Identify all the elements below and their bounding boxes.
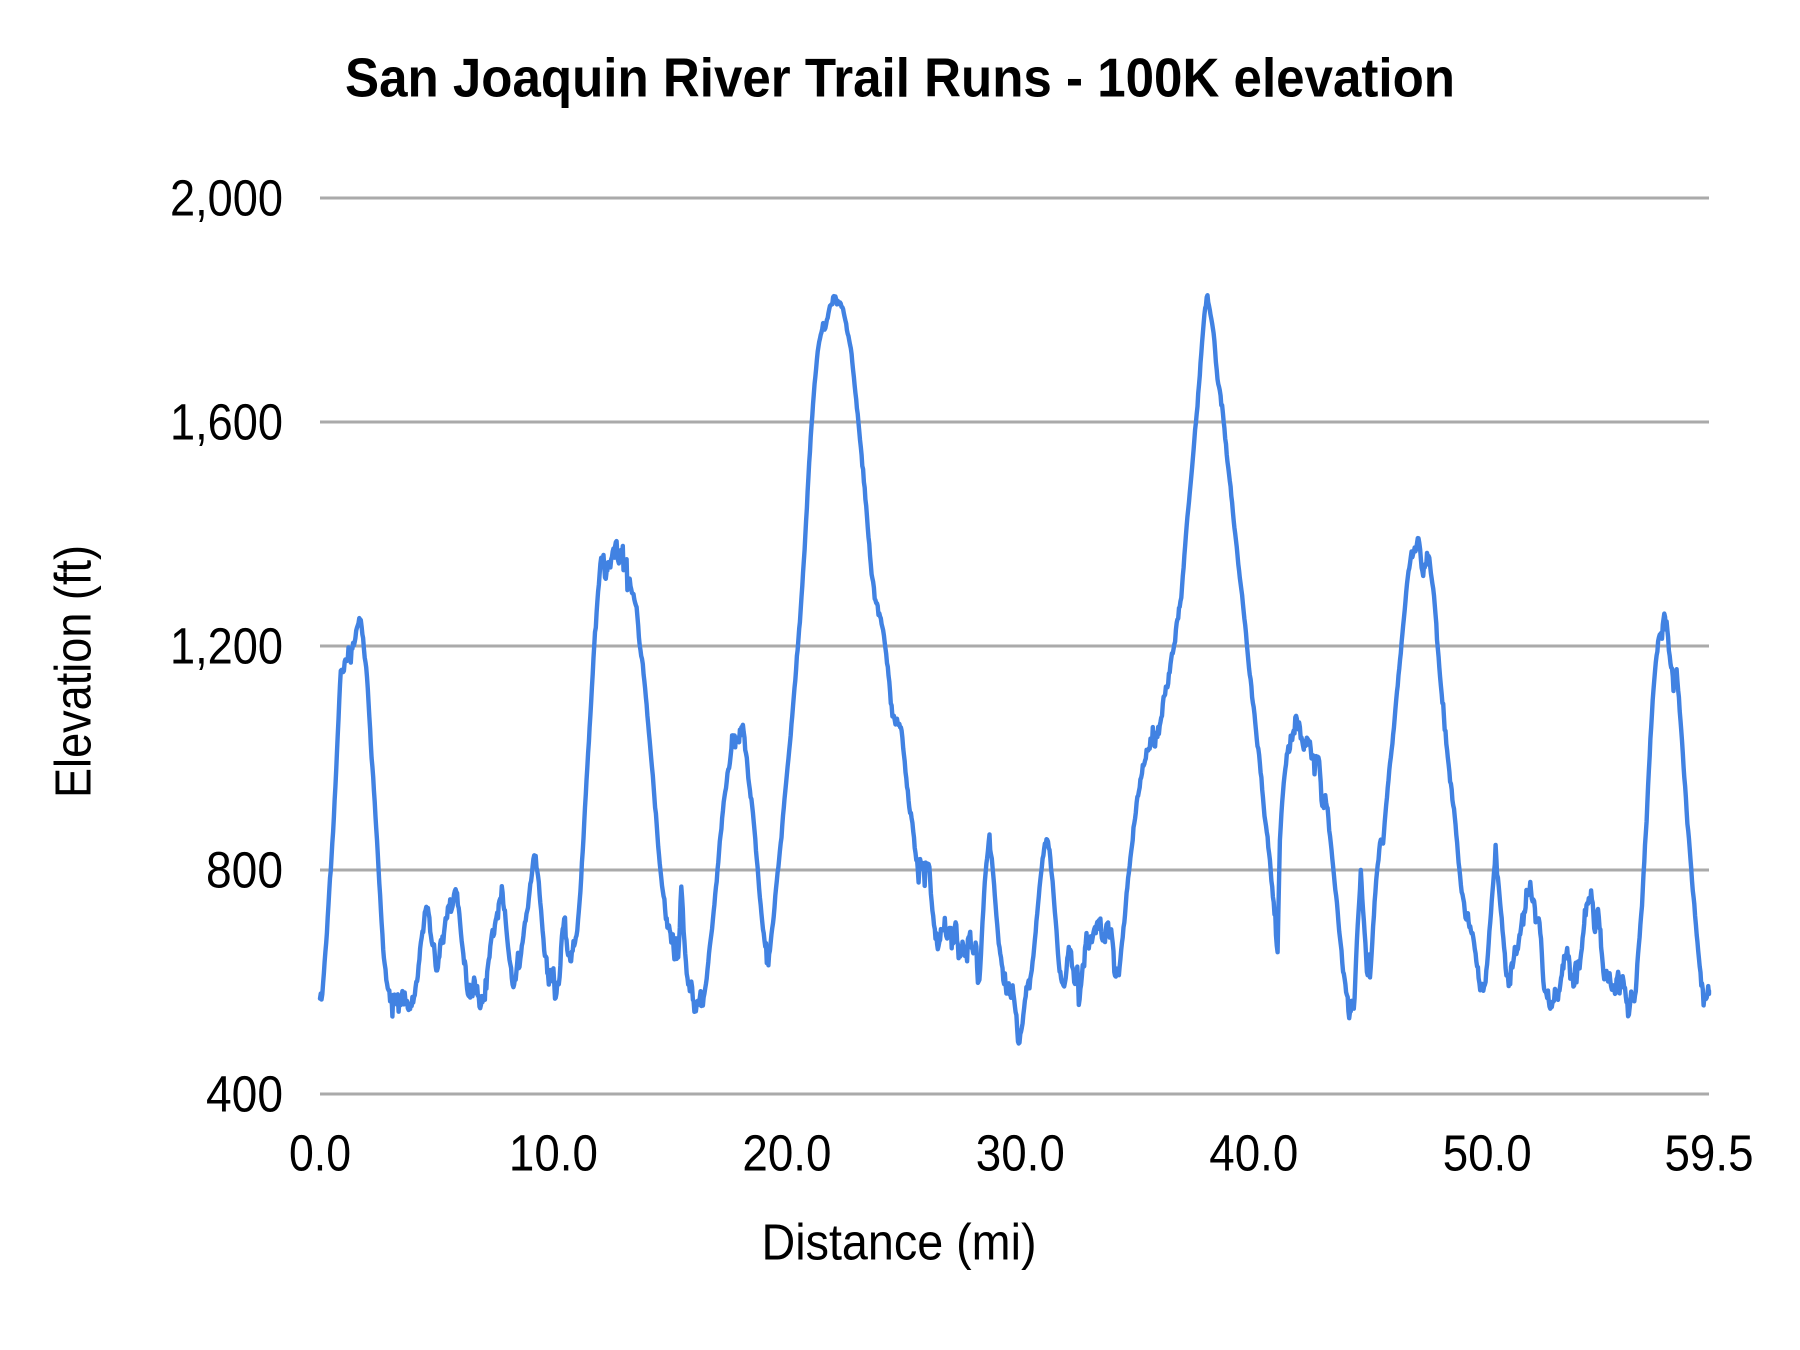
svg-text:1,200: 1,200 bbox=[170, 618, 283, 675]
svg-text:1,600: 1,600 bbox=[170, 394, 283, 451]
svg-text:59.5: 59.5 bbox=[1665, 1125, 1754, 1182]
svg-text:San Joaquin River Trail Runs -: San Joaquin River Trail Runs - 100K elev… bbox=[345, 47, 1455, 109]
svg-text:Distance (mi): Distance (mi) bbox=[762, 1214, 1037, 1271]
svg-text:0.0: 0.0 bbox=[289, 1125, 351, 1182]
svg-text:30.0: 30.0 bbox=[976, 1125, 1065, 1182]
svg-text:10.0: 10.0 bbox=[509, 1125, 598, 1182]
svg-text:800: 800 bbox=[206, 842, 283, 899]
svg-text:40.0: 40.0 bbox=[1209, 1125, 1298, 1182]
svg-text:50.0: 50.0 bbox=[1443, 1125, 1532, 1182]
svg-text:400: 400 bbox=[206, 1066, 283, 1123]
svg-text:20.0: 20.0 bbox=[742, 1125, 831, 1182]
svg-text:2,000: 2,000 bbox=[170, 170, 283, 227]
svg-text:Elevation (ft): Elevation (ft) bbox=[45, 545, 102, 798]
